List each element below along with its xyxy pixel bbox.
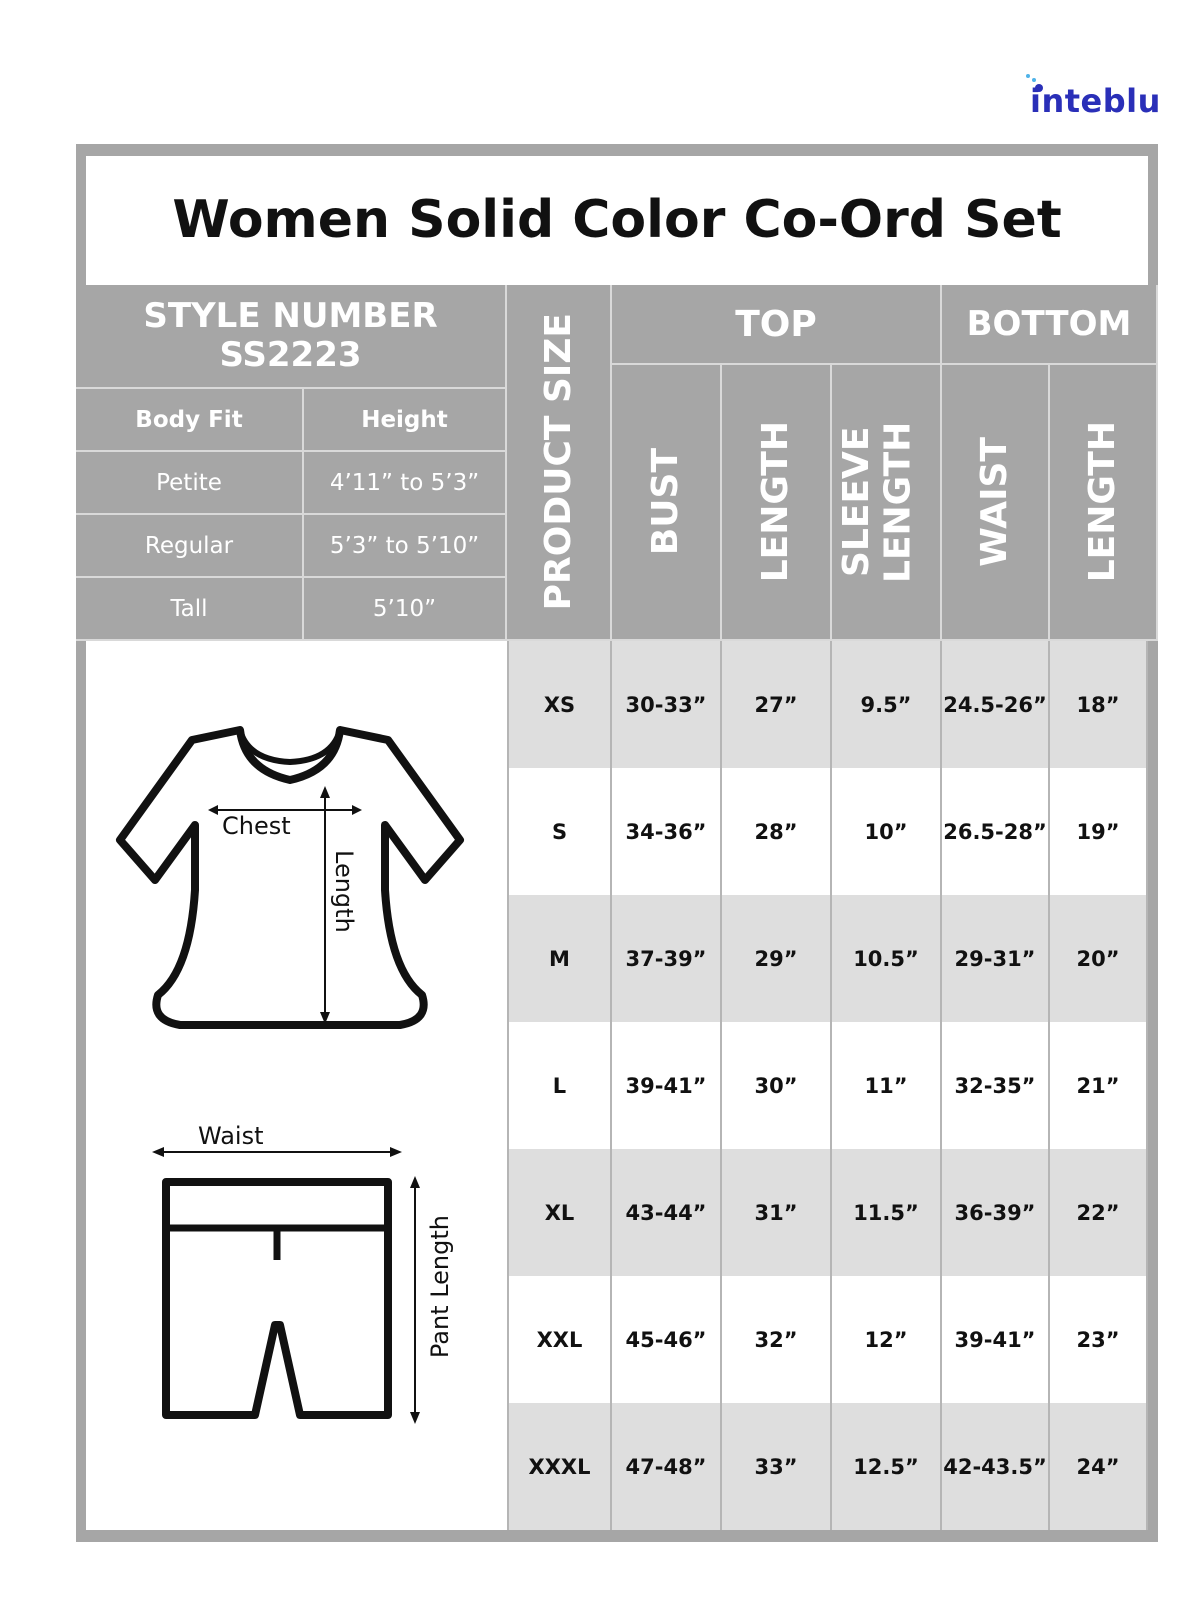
fit-petite: Petite <box>76 452 304 515</box>
fit-tall: Tall <box>76 578 304 641</box>
cell-bust: 30-33” <box>612 641 722 768</box>
height-regular: 5’3” to 5’10” <box>304 515 507 578</box>
cell-bottom-length: 18” <box>1050 641 1148 768</box>
col-bottom-length: LENGTH <box>1050 365 1158 641</box>
cell-top-length: 28” <box>722 768 832 895</box>
cell-waist: 26.5-28” <box>942 768 1050 895</box>
cell-bust: 47-48” <box>612 1403 722 1530</box>
cell-bust: 45-46” <box>612 1276 722 1403</box>
col-sleeve-length: SLEEVE LENGTH <box>832 365 942 641</box>
cell-sleeve-length: 10.5” <box>832 895 942 1022</box>
cell-size: S <box>507 768 612 895</box>
cell-waist: 29-31” <box>942 895 1050 1022</box>
waist-label: Waist <box>198 1122 264 1150</box>
cell-size: XS <box>507 641 612 768</box>
cell-sleeve-length: 11” <box>832 1022 942 1149</box>
cell-sleeve-length: 11.5” <box>832 1149 942 1276</box>
cell-top-length: 30” <box>722 1022 832 1149</box>
cell-waist: 32-35” <box>942 1022 1050 1149</box>
cell-sleeve-length: 10” <box>832 768 942 895</box>
style-number-value: SS2223 <box>219 335 362 375</box>
cell-size: XXXL <box>507 1403 612 1530</box>
col-waist: WAIST <box>942 365 1050 641</box>
cell-bottom-length: 21” <box>1050 1022 1148 1149</box>
cell-top-length: 31” <box>722 1149 832 1276</box>
cell-sleeve-length: 12” <box>832 1276 942 1403</box>
group-top: TOP <box>612 285 942 365</box>
cell-bust: 34-36” <box>612 768 722 895</box>
cell-top-length: 33” <box>722 1403 832 1530</box>
col-top-length: LENGTH <box>722 365 832 641</box>
cell-size: XL <box>507 1149 612 1276</box>
cell-top-length: 27” <box>722 641 832 768</box>
cell-bottom-length: 20” <box>1050 895 1148 1022</box>
cell-bottom-length: 19” <box>1050 768 1148 895</box>
top-length-label: Length <box>330 850 358 933</box>
cell-bust: 43-44” <box>612 1149 722 1276</box>
cell-bottom-length: 23” <box>1050 1276 1148 1403</box>
pants-diagram <box>152 1147 420 1424</box>
cell-size: XXL <box>507 1276 612 1403</box>
product-size-header: PRODUCT SIZE <box>507 285 612 641</box>
style-number-label: STYLE NUMBER <box>143 295 438 336</box>
cell-bottom-length: 24” <box>1050 1403 1148 1530</box>
chest-label: Chest <box>222 812 291 840</box>
col-bust: BUST <box>612 365 722 641</box>
height-petite: 4’11” to 5’3” <box>304 452 507 515</box>
fit-regular: Regular <box>76 515 304 578</box>
cell-size: M <box>507 895 612 1022</box>
cell-waist: 36-39” <box>942 1149 1050 1276</box>
pant-length-label: Pant Length <box>426 1215 454 1359</box>
col-height: Height <box>304 389 507 452</box>
style-number-header: STYLE NUMBER SS2223 <box>76 285 507 389</box>
cell-waist: 42-43.5” <box>942 1403 1050 1530</box>
cell-sleeve-length: 12.5” <box>832 1403 942 1530</box>
cell-top-length: 32” <box>722 1276 832 1403</box>
cell-waist: 24.5-26” <box>942 641 1050 768</box>
col-body-fit: Body Fit <box>76 389 304 452</box>
group-bottom: BOTTOM <box>942 285 1158 365</box>
cell-bust: 39-41” <box>612 1022 722 1149</box>
page-title: Women Solid Color Co-Ord Set <box>172 190 1062 250</box>
cell-waist: 39-41” <box>942 1276 1050 1403</box>
cell-bottom-length: 22” <box>1050 1149 1148 1276</box>
top-garment-diagram <box>116 726 464 1029</box>
cell-sleeve-length: 9.5” <box>832 641 942 768</box>
cell-bust: 37-39” <box>612 895 722 1022</box>
height-tall: 5’10” <box>304 578 507 641</box>
brand-logo: inteblu <box>1026 74 1161 120</box>
cell-size: L <box>507 1022 612 1149</box>
cell-top-length: 29” <box>722 895 832 1022</box>
